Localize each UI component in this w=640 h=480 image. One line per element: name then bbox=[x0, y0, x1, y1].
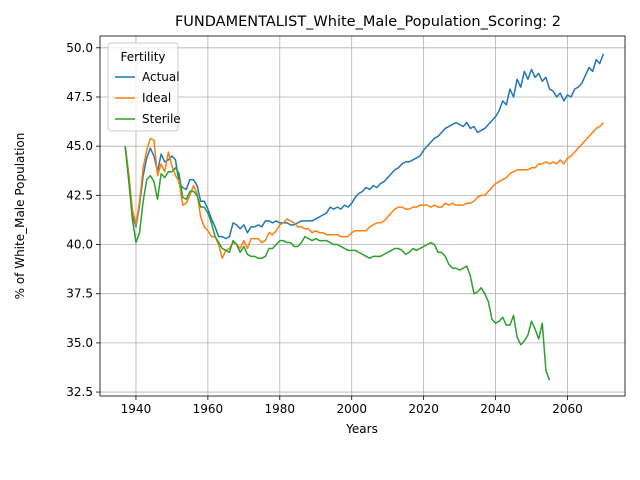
y-tick-label: 47.5 bbox=[66, 90, 93, 104]
x-axis-label: Years bbox=[345, 422, 378, 436]
series-lines bbox=[124, 53, 605, 381]
y-axis-label: % of White_Male Population bbox=[13, 133, 27, 300]
legend-label-sterile: Sterile bbox=[142, 112, 181, 126]
y-axis-ticks: 32.5 35.0 37.5 40.0 42.5 45.0 47.5 50.0 bbox=[66, 41, 100, 399]
plot-frame bbox=[99, 35, 626, 397]
legend: Fertility Actual Ideal Sterile bbox=[107, 42, 181, 132]
legend-label-ideal: Ideal bbox=[142, 91, 171, 105]
x-tick-label: 1980 bbox=[265, 402, 296, 416]
y-tick-label: 40.0 bbox=[66, 238, 93, 252]
chart-title: FUNDAMENTALIST_White_Male_Population_Sco… bbox=[175, 14, 561, 30]
series-line-actual bbox=[124, 53, 605, 240]
x-tick-label: 1960 bbox=[193, 402, 224, 416]
x-tick-label: 1940 bbox=[121, 402, 152, 416]
x-tick-label: 2000 bbox=[336, 402, 367, 416]
x-tick-label: 2020 bbox=[408, 402, 439, 416]
x-axis-ticks: 1940 1960 1980 2000 2020 2040 2060 bbox=[121, 396, 583, 416]
legend-box bbox=[107, 42, 179, 132]
series-line-sterile bbox=[124, 146, 551, 381]
grid bbox=[100, 36, 625, 396]
series-line-ideal bbox=[124, 122, 604, 260]
y-tick-label: 42.5 bbox=[66, 188, 93, 202]
y-tick-label: 32.5 bbox=[66, 385, 93, 399]
y-tick-label: 35.0 bbox=[66, 336, 93, 350]
legend-title: Fertility bbox=[120, 50, 165, 64]
x-tick-label: 2040 bbox=[480, 402, 511, 416]
x-tick-label: 2060 bbox=[552, 402, 583, 416]
y-tick-label: 45.0 bbox=[66, 139, 93, 153]
y-tick-label: 37.5 bbox=[66, 287, 93, 301]
y-tick-label: 50.0 bbox=[66, 41, 93, 55]
legend-label-actual: Actual bbox=[142, 70, 180, 84]
